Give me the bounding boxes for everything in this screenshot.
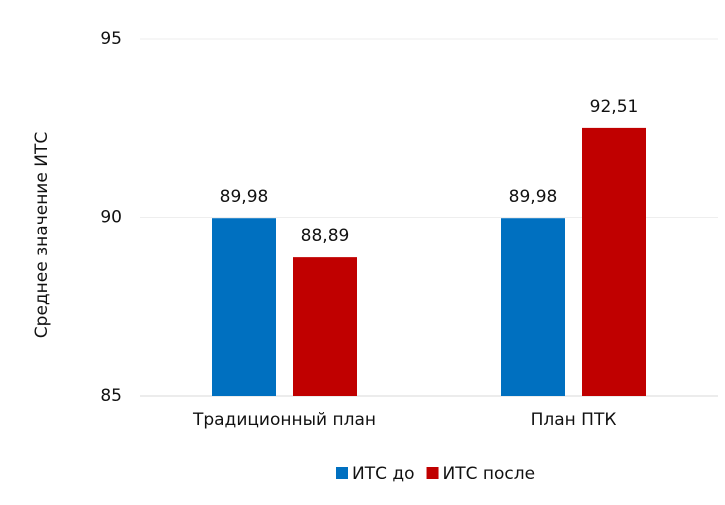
data-label: 92,51 [590,97,639,117]
data-label: 88,89 [301,226,350,246]
x-tick-label: План ПТК [531,410,617,430]
bar [293,257,357,396]
data-label: 89,98 [509,187,558,207]
x-tick-label: Традиционный план [192,410,376,430]
data-label: 89,98 [220,187,269,207]
legend-swatch [426,467,439,479]
y-axis-label: Среднее значение ИТС [32,132,52,338]
bar [582,127,646,396]
y-tick-label: 95 [100,29,122,49]
y-tick-label: 85 [100,386,122,406]
y-tick-label: 90 [100,208,122,228]
bar [501,218,565,396]
bar [212,218,276,396]
legend-swatch [336,467,348,479]
legend-label: ИТС до [352,464,415,484]
legend-label: ИТС после [443,464,536,484]
